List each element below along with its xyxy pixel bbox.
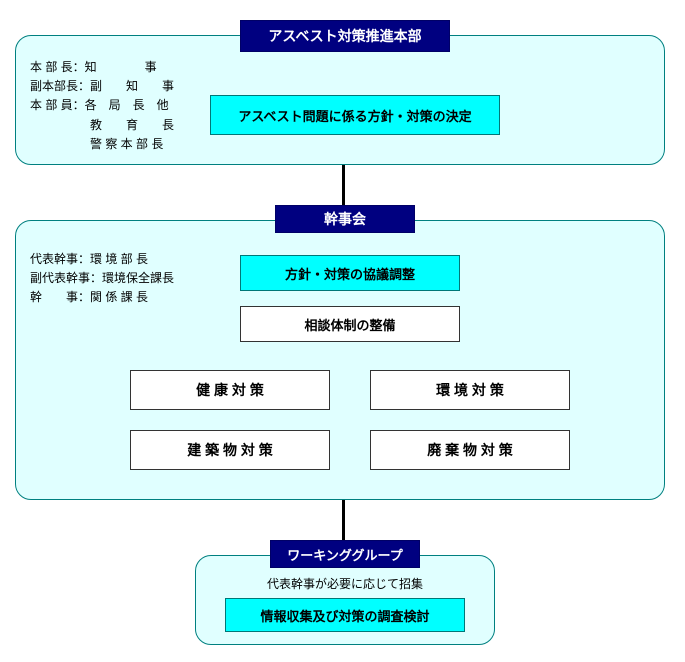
box-waste: 廃 棄 物 対 策 — [370, 430, 570, 470]
box-health: 健 康 対 策 — [130, 370, 330, 410]
header-board: 幹事会 — [275, 205, 415, 233]
header-wg: ワーキンググループ — [270, 540, 420, 568]
roles-hq-line3: 本 部 員：各 局 長 他 — [30, 96, 210, 115]
box-wg-research-label: 情報収集及び対策の調査検討 — [260, 606, 429, 625]
roles-headquarters: 本 部 長：知 事 副本部長：副 知 事 本 部 員：各 局 長 他 教 育 長… — [30, 58, 210, 154]
header-wg-label: ワーキンググループ — [287, 545, 403, 564]
box-board-coord-label: 方針・対策の協議調整 — [285, 264, 415, 283]
box-building-label: 建 築 物 対 策 — [187, 440, 273, 460]
roles-board-line1: 代表幹事：環 境 部 長 — [30, 250, 220, 269]
box-env-label: 環 境 対 策 — [436, 380, 504, 400]
box-wg-research: 情報収集及び対策の調査検討 — [225, 598, 465, 632]
box-health-label: 健 康 対 策 — [196, 380, 264, 400]
org-chart: アスベスト対策推進本部 本 部 長：知 事 副本部長：副 知 事 本 部 員：各… — [0, 0, 685, 662]
box-board-coord: 方針・対策の協議調整 — [240, 255, 460, 291]
wg-subtext: 代表幹事が必要に応じて招集 — [250, 575, 440, 592]
box-env: 環 境 対 策 — [370, 370, 570, 410]
box-hq-decision: アスベスト問題に係る方針・対策の決定 — [210, 95, 500, 135]
connector-2 — [342, 500, 345, 540]
roles-board: 代表幹事：環 境 部 長 副代表幹事：環境保全課長 幹 事：関 係 課 長 — [30, 250, 220, 308]
box-board-consult: 相談体制の整備 — [240, 306, 460, 342]
header-board-label: 幹事会 — [324, 209, 366, 229]
connector-1 — [342, 165, 345, 205]
roles-board-line3: 幹 事：関 係 課 長 — [30, 288, 220, 307]
wg-subtext-label: 代表幹事が必要に応じて招集 — [267, 577, 423, 591]
roles-board-line2: 副代表幹事：環境保全課長 — [30, 269, 220, 288]
roles-hq-line2: 副本部長：副 知 事 — [30, 77, 210, 96]
box-waste-label: 廃 棄 物 対 策 — [427, 440, 513, 460]
roles-hq-line1: 本 部 長：知 事 — [30, 58, 210, 77]
roles-hq-line4: 教 育 長 — [30, 116, 210, 135]
box-hq-decision-label: アスベスト問題に係る方針・対策の決定 — [238, 106, 471, 125]
header-headquarters: アスベスト対策推進本部 — [240, 20, 450, 52]
box-board-consult-label: 相談体制の整備 — [304, 315, 395, 334]
header-headquarters-label: アスベスト対策推進本部 — [268, 26, 421, 46]
box-building: 建 築 物 対 策 — [130, 430, 330, 470]
roles-hq-line5: 警 察 本 部 長 — [30, 135, 210, 154]
